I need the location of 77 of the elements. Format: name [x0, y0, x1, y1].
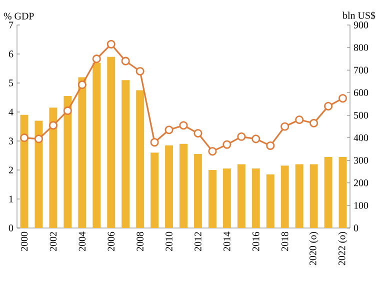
y-tick-label: 3 — [8, 138, 14, 144]
bar — [180, 144, 188, 228]
y2-tick-label: 700 — [354, 66, 368, 74]
point — [280, 122, 290, 131]
y2-tick-label: 800 — [354, 44, 368, 51]
point — [179, 121, 188, 130]
bar — [208, 170, 216, 228]
point — [136, 66, 144, 76]
y2-tick-label: 300 — [354, 156, 368, 164]
y2-tick-label: 400 — [354, 134, 368, 142]
y-tick-label: 6 — [8, 50, 14, 58]
x-tick-label: 2016 — [252, 232, 260, 252]
x-tick-label: 2006 — [108, 232, 114, 252]
point — [78, 80, 86, 90]
point — [222, 140, 232, 149]
y-axis-title: % GDP — [4, 12, 34, 20]
y2-tick-label: 900 — [354, 22, 368, 28]
y-tick-label: 7 — [9, 22, 14, 28]
y2-tick-label: 600 — [354, 89, 368, 96]
point — [164, 126, 174, 134]
point — [34, 134, 44, 144]
bar — [252, 168, 260, 228]
point — [194, 128, 202, 138]
point — [92, 54, 101, 64]
bar — [194, 154, 202, 228]
bar — [107, 56, 116, 228]
bar — [165, 145, 174, 228]
bar — [280, 166, 289, 228]
bar — [295, 164, 304, 228]
y-tick-label: 4 — [8, 108, 14, 116]
bar — [92, 62, 101, 228]
point — [310, 118, 318, 128]
y2-axis-title: bln US$ — [342, 12, 376, 20]
point — [295, 115, 304, 124]
point — [266, 141, 275, 150]
x-tick-label: 2010 — [166, 232, 172, 252]
bar — [64, 96, 72, 228]
y-tick-label: 2 — [8, 166, 13, 174]
point — [208, 147, 217, 156]
x-tick-label: 2014 — [224, 232, 230, 252]
y-tick-label: 5 — [9, 80, 14, 86]
point — [121, 56, 130, 66]
bar — [222, 168, 231, 228]
bar — [150, 152, 159, 228]
point — [324, 102, 333, 110]
y-tick-label: 1 — [9, 196, 13, 202]
x-tick-label: 2000 — [20, 232, 28, 252]
x-tick-label: 2012 — [194, 232, 202, 252]
bar — [49, 108, 58, 228]
y2-tick-label: 500 — [354, 112, 368, 119]
point — [338, 94, 348, 103]
point — [150, 138, 159, 147]
bar — [237, 164, 246, 228]
bar — [122, 80, 130, 228]
x-tick-label: 2020 (o) — [309, 232, 318, 266]
x-tick-label: 2002 — [50, 232, 57, 252]
x-tick-label: 2018 — [281, 232, 288, 252]
y2-tick-label: 200 — [354, 180, 368, 186]
bar — [266, 174, 274, 228]
y-tick-label: 0 — [8, 224, 14, 232]
x-tick-label: 2008 — [136, 232, 144, 252]
point — [63, 106, 72, 115]
y2-tick-label: 0 — [354, 224, 358, 232]
y2-tick-label: 100 — [354, 202, 368, 209]
x-tick-label: 2004 — [78, 232, 86, 252]
bar — [34, 120, 43, 228]
point — [237, 132, 246, 141]
point — [48, 121, 58, 130]
point — [20, 133, 29, 142]
bar — [324, 156, 332, 228]
bar — [78, 77, 86, 228]
bar — [310, 164, 318, 228]
point — [106, 40, 116, 48]
bar — [136, 90, 144, 228]
x-tick-label: 2022 (o) — [338, 232, 348, 266]
bar — [338, 156, 347, 228]
point — [252, 134, 260, 144]
